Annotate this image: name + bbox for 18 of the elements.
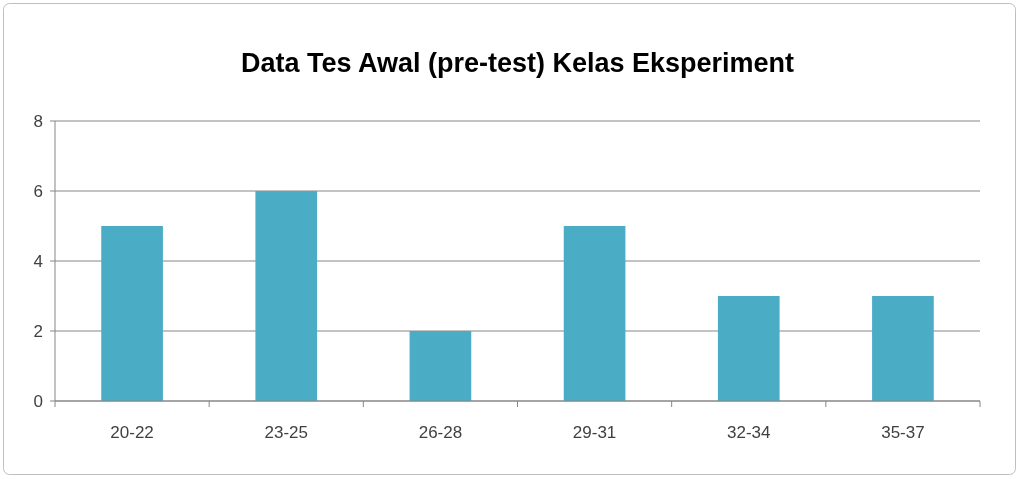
x-tick-label: 23-25 bbox=[264, 423, 308, 442]
bar bbox=[717, 296, 780, 401]
x-tick-label: 32-34 bbox=[727, 423, 771, 442]
y-tick-label: 4 bbox=[33, 251, 43, 271]
bar bbox=[255, 191, 318, 401]
x-tick-label: 35-37 bbox=[881, 423, 925, 442]
bar bbox=[872, 296, 934, 401]
y-tick-label: 6 bbox=[33, 181, 43, 201]
x-tick-label: 26-28 bbox=[418, 423, 463, 442]
x-tick-label: 29-31 bbox=[572, 423, 617, 442]
y-tick-label: 0 bbox=[33, 391, 43, 411]
y-tick-label: 8 bbox=[33, 111, 43, 131]
x-tick-label: 20-22 bbox=[110, 423, 154, 442]
bar bbox=[101, 226, 163, 401]
chart-title: Data Tes Awal (pre-test) Kelas Eksperiment bbox=[240, 48, 795, 78]
bar bbox=[563, 226, 626, 401]
y-tick-label: 2 bbox=[33, 321, 43, 341]
bar bbox=[409, 331, 472, 401]
